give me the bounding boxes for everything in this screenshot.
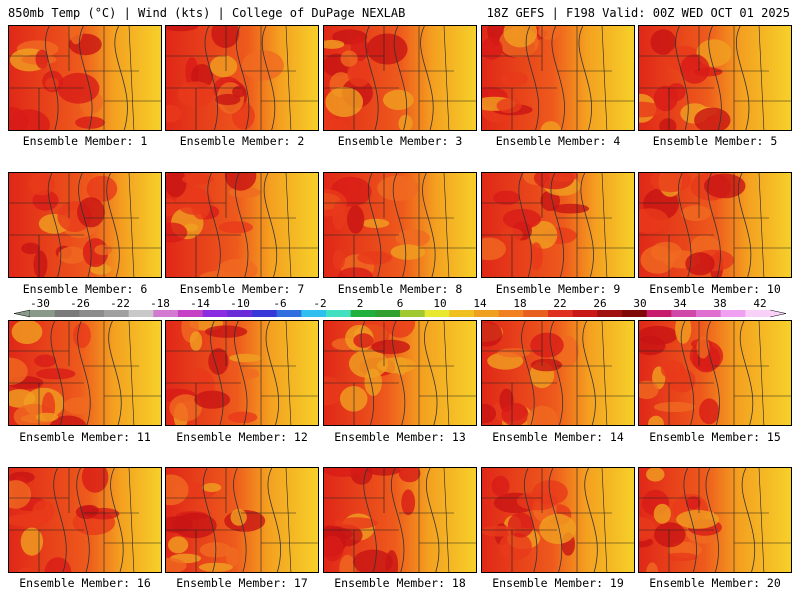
- colorbar-swatch: [696, 310, 722, 317]
- ensemble-member-map: [323, 172, 477, 278]
- colorbar-swatch: [276, 310, 302, 317]
- ensemble-member-label: Ensemble Member: 16: [19, 576, 151, 590]
- colorbar-swatch: [202, 310, 228, 317]
- colorbar-tick-label: -10: [230, 297, 250, 310]
- colorbar-swatch: [350, 310, 376, 317]
- colorbar-swatch: [671, 310, 697, 317]
- model-run-info: 18Z GEFS | F198 Valid: 00Z WED OCT 01 20…: [486, 6, 790, 20]
- ensemble-member-map: [8, 320, 162, 426]
- ensemble-member-map: [638, 320, 792, 426]
- colorbar-swatch: [400, 310, 426, 317]
- ensemble-member-map: [323, 25, 477, 131]
- ensemble-member-map: [323, 467, 477, 573]
- colorbar-tick-label: 38: [713, 297, 726, 310]
- ensemble-member-label: Ensemble Member: 19: [492, 576, 624, 590]
- colorbar-swatch: [326, 310, 352, 317]
- ensemble-member-label: Ensemble Member: 3: [337, 134, 463, 148]
- ensemble-member-map: [165, 25, 319, 131]
- colorbar-tick-label: -2: [313, 297, 326, 310]
- colorbar-swatch: [153, 310, 179, 317]
- colorbar-tick-label: 22: [553, 297, 566, 310]
- ensemble-member-map: [481, 25, 635, 131]
- temperature-colorbar: -30 -26 -22 -18 -14 -10 -6 -2 2 6 10 14 18 22 26 30 34 38…: [13, 297, 787, 318]
- ensemble-member-map: [481, 172, 635, 278]
- colorbar-swatch: [498, 310, 524, 317]
- ensemble-member-label: Ensemble Member: 18: [334, 576, 466, 590]
- colorbar-tick-label: 18: [513, 297, 526, 310]
- colorbar-tick-label: 30: [633, 297, 646, 310]
- colorbar-swatch: [104, 310, 130, 317]
- colorbar-swatch: [178, 310, 204, 317]
- colorbar-tick-label: 14: [473, 297, 487, 310]
- colorbar-swatch: [523, 310, 549, 317]
- ensemble-member-label: Ensemble Member: 14: [492, 430, 624, 444]
- ensemble-member-map: [638, 467, 792, 573]
- ensemble-member-label: Ensemble Member: 9: [495, 282, 621, 296]
- colorbar-swatch: [597, 310, 623, 317]
- ensemble-member-map: [323, 320, 477, 426]
- ensemble-member-label: Ensemble Member: 6: [22, 282, 148, 296]
- colorbar-tick-label: -22: [110, 297, 130, 310]
- colorbar-tick-label: 2: [357, 297, 364, 310]
- colorbar-tick-label: -26: [70, 297, 90, 310]
- ensemble-member-map: [8, 467, 162, 573]
- colorbar-swatch: [572, 310, 598, 317]
- colorbar-swatch: [30, 310, 56, 317]
- colorbar-tick-label: 6: [397, 297, 404, 310]
- colorbar-tick-label: -6: [273, 297, 286, 310]
- colorbar-swatch: [301, 310, 327, 317]
- colorbar-swatch: [449, 310, 475, 317]
- colorbar-swatch: [474, 310, 500, 317]
- ensemble-member-label: Ensemble Member: 8: [337, 282, 463, 296]
- ensemble-member-label: Ensemble Member: 5: [652, 134, 778, 148]
- colorbar-tick-label: 34: [673, 297, 687, 310]
- colorbar-swatch: [424, 310, 450, 317]
- colorbar-swatch: [646, 310, 672, 317]
- ensemble-member-map: [481, 320, 635, 426]
- ensemble-member-label: Ensemble Member: 4: [495, 134, 621, 148]
- colorbar-swatch: [622, 310, 648, 317]
- ensemble-member-label: Ensemble Member: 1: [22, 134, 148, 148]
- colorbar-swatch: [252, 310, 278, 317]
- colorbar-swatch: [548, 310, 574, 317]
- ensemble-member-map: [8, 172, 162, 278]
- map-title: 850mb Temp (°C) | Wind (kts) | College o…: [8, 6, 406, 20]
- ensemble-member-label: Ensemble Member: 7: [179, 282, 305, 296]
- ensemble-member-map: [8, 25, 162, 131]
- ensemble-member-map: [165, 467, 319, 573]
- ensemble-member-map: [165, 320, 319, 426]
- ensemble-member-label: Ensemble Member: 20: [649, 576, 781, 590]
- colorbar-right-arrow: [769, 309, 787, 318]
- colorbar-swatch: [227, 310, 253, 317]
- ensemble-member-label: Ensemble Member: 17: [176, 576, 308, 590]
- colorbar-swatch: [54, 310, 80, 317]
- colorbar-tick-label: 42: [753, 297, 766, 310]
- ensemble-member-map: [165, 172, 319, 278]
- ensemble-member-map: [638, 25, 792, 131]
- colorbar-swatch: [375, 310, 401, 317]
- colorbar-swatch: [79, 310, 105, 317]
- colorbar-tick-label: -30: [30, 297, 50, 310]
- colorbar-tick-label: 26: [593, 297, 606, 310]
- ensemble-member-label: Ensemble Member: 15: [649, 430, 781, 444]
- colorbar-swatch: [745, 310, 771, 317]
- colorbar-tick-label: -14: [190, 297, 210, 310]
- colorbar-tick-label: 10: [433, 297, 446, 310]
- ensemble-member-label: Ensemble Member: 2: [179, 134, 305, 148]
- ensemble-member-label: Ensemble Member: 12: [176, 430, 308, 444]
- ensemble-member-label: Ensemble Member: 13: [334, 430, 466, 444]
- colorbar-tick-label: -18: [150, 297, 170, 310]
- colorbar-swatch: [128, 310, 154, 317]
- colorbar-swatch: [720, 310, 746, 317]
- colorbar-left-arrow: [13, 309, 31, 318]
- ensemble-member-label: Ensemble Member: 11: [19, 430, 151, 444]
- ensemble-member-label: Ensemble Member: 10: [649, 282, 781, 296]
- ensemble-member-map: [638, 172, 792, 278]
- ensemble-member-map: [481, 467, 635, 573]
